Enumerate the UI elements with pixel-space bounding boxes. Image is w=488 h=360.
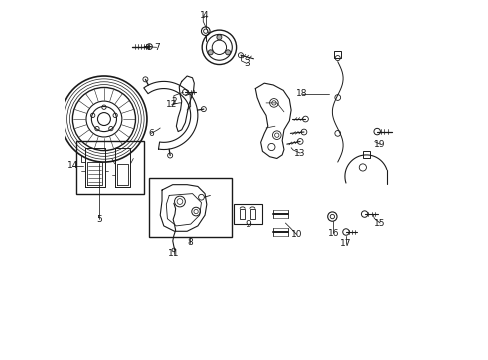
Text: 14: 14 [66, 161, 78, 170]
Bar [333, 51, 341, 58]
Text: 18: 18 [296, 89, 307, 98]
Bar [362, 151, 369, 158]
Text: 1: 1 [200, 11, 206, 20]
Bar [240, 209, 244, 220]
Text: 4: 4 [203, 10, 208, 19]
Circle shape [225, 50, 230, 55]
Text: 8: 8 [187, 238, 192, 247]
Text: 7: 7 [153, 43, 159, 52]
Text: 19: 19 [373, 140, 385, 149]
Text: 2: 2 [171, 97, 176, 106]
Text: 15: 15 [373, 219, 385, 228]
Text: 12: 12 [165, 100, 177, 109]
Bar [233, 204, 262, 224]
Text: 10: 10 [290, 230, 302, 239]
Bar [249, 209, 254, 220]
Circle shape [208, 50, 213, 55]
Text: 11: 11 [168, 249, 179, 258]
Text: 16: 16 [327, 229, 339, 238]
Text: 9: 9 [244, 220, 250, 229]
Bar [76, 140, 144, 194]
Text: 6: 6 [148, 129, 154, 138]
Text: 5: 5 [96, 215, 102, 224]
Text: 13: 13 [294, 149, 305, 158]
Text: 3: 3 [244, 59, 249, 68]
Circle shape [217, 35, 222, 40]
Text: 17: 17 [340, 239, 351, 248]
Bar [149, 178, 231, 237]
